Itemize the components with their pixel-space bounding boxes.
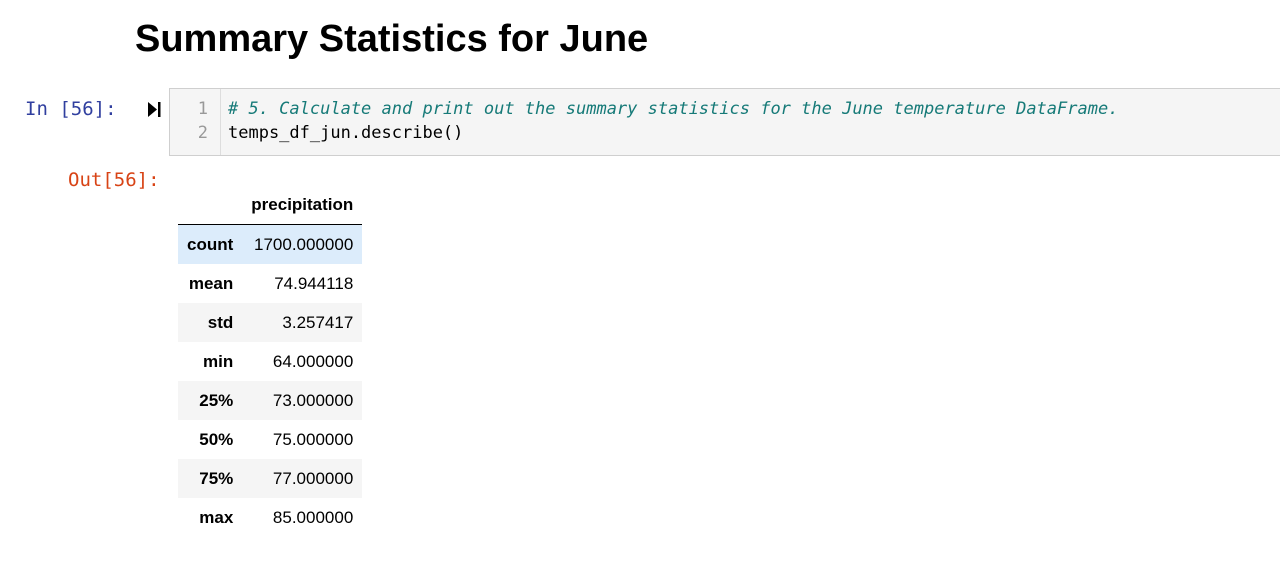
table-header-row: precipitation	[178, 186, 363, 225]
row-value: 73.000000	[242, 381, 363, 420]
code-line[interactable]: temps_df_jun.describe()	[228, 123, 464, 143]
row-label: count	[178, 224, 243, 264]
column-header: precipitation	[242, 186, 363, 225]
summary-dataframe: precipitation count 1700.000000 mean 74.…	[178, 186, 363, 537]
row-value: 75.000000	[272, 429, 354, 449]
run-cell-icon[interactable]	[147, 101, 161, 118]
line-number: 2	[197, 123, 208, 143]
table-row: mean 74.944118	[178, 264, 362, 303]
row-label: mean	[188, 273, 234, 293]
table-row: std 3.257417	[178, 303, 363, 342]
row-value: 85.000000	[272, 507, 354, 527]
row-label: min	[203, 351, 234, 371]
table-row: count 1700.000000	[178, 224, 363, 264]
row-value: 3.257417	[242, 303, 363, 342]
row-value: 74.944118	[274, 273, 354, 293]
section-heading: Summary Statistics for June	[135, 18, 649, 60]
code-cell[interactable]: 1 2 # 5. Calculate and print out the sum…	[169, 88, 1280, 156]
row-label: std	[178, 303, 243, 342]
line-number: 1	[197, 99, 208, 119]
table-row: max 85.000000	[178, 498, 362, 537]
row-label: 50%	[199, 429, 234, 449]
table-row: min 64.000000	[178, 342, 362, 381]
row-label: 25%	[178, 381, 243, 420]
code-line-comment[interactable]: # 5. Calculate and print out the summary…	[228, 99, 1119, 119]
row-label: 75%	[178, 459, 243, 498]
row-value: 1700.000000	[242, 224, 363, 264]
row-value: 77.000000	[242, 459, 363, 498]
table-row: 50% 75.000000	[178, 420, 362, 459]
output-prompt: Out[56]:	[68, 169, 160, 191]
row-value: 64.000000	[272, 351, 354, 371]
input-prompt: In [56]:	[25, 98, 117, 120]
index-header	[178, 186, 243, 225]
table-row: 25% 73.000000	[178, 381, 363, 420]
table-row: 75% 77.000000	[178, 459, 363, 498]
line-number-gutter: 1 2	[170, 89, 221, 155]
row-label: max	[199, 507, 234, 527]
